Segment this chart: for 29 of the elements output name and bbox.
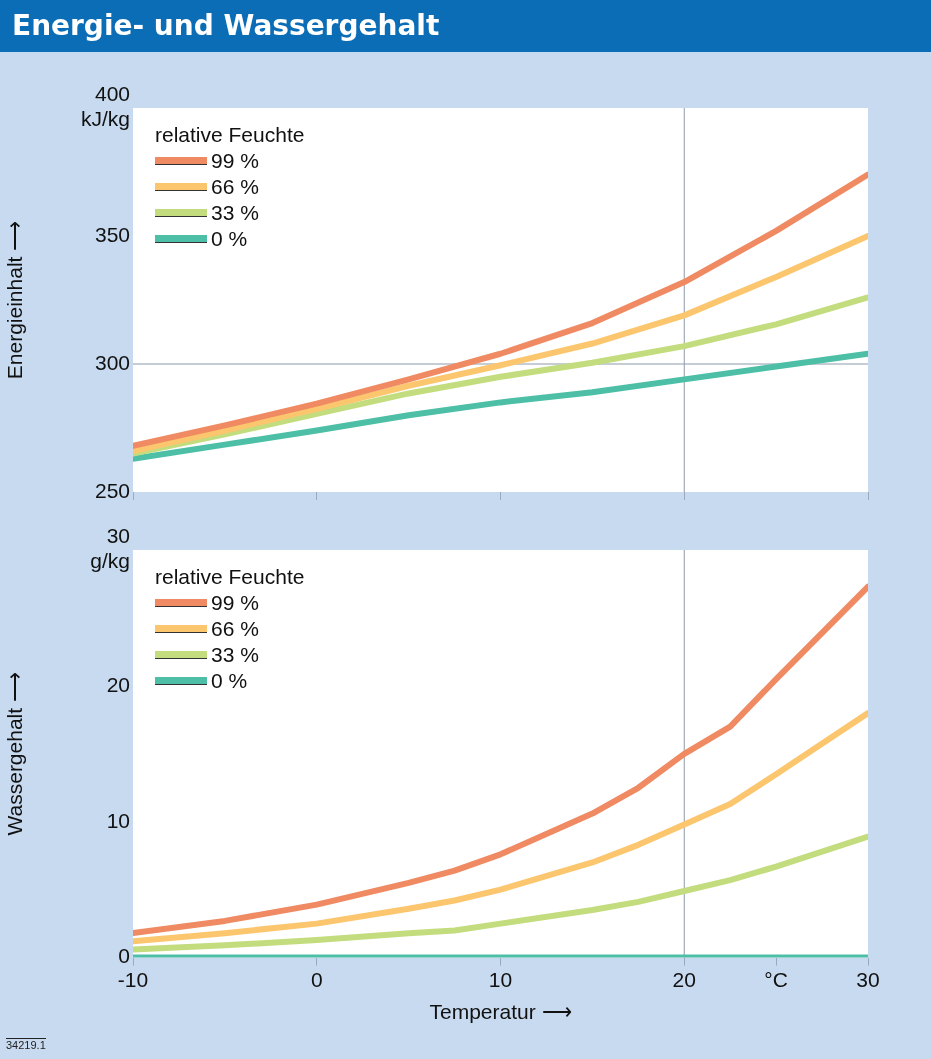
- text: 34219.1: [6, 1038, 46, 1051]
- legend-label: 33 %: [211, 642, 259, 668]
- y-axis-title: Wassergehalt ⟶: [3, 672, 27, 836]
- y-tick-label: 400 kJ/kg: [80, 82, 130, 131]
- x-tick-label: 0: [310, 968, 323, 991]
- y-tick-label: 20: [106, 672, 130, 696]
- legend-label: 33 %: [211, 200, 259, 226]
- y-axis-title: Energieinhalt ⟶: [3, 220, 27, 380]
- y-tick-label: 30 g/kg: [90, 524, 130, 573]
- legend-label: 99 %: [211, 148, 259, 174]
- legend-label: 0 %: [211, 668, 248, 694]
- legend-label: 0 %: [211, 226, 248, 252]
- y-tick-label: 300: [94, 350, 130, 374]
- x-tick-label: °C: [764, 968, 788, 991]
- x-tick-label: 20: [672, 968, 696, 991]
- y-tick-label: 250: [94, 478, 130, 502]
- x-tick-label: 30: [856, 968, 880, 991]
- legend-label: 66 %: [211, 174, 259, 200]
- chart-title: Energie- und Wassergehalt: [0, 0, 931, 52]
- x-tick-label: 10: [488, 968, 513, 991]
- legend-title: relative Feuchte: [155, 122, 305, 148]
- legend-label: 66 %: [211, 616, 259, 642]
- legend-title: relative Feuchte: [155, 564, 305, 590]
- y-tick-label: 0: [118, 944, 130, 968]
- x-axis-title: Temperatur ⟶: [429, 1000, 572, 1024]
- x-tick-label: -10: [117, 968, 149, 991]
- y-tick-label: 350: [94, 222, 130, 246]
- legend-label: 99 %: [211, 590, 259, 616]
- y-tick-label: 10: [106, 808, 130, 832]
